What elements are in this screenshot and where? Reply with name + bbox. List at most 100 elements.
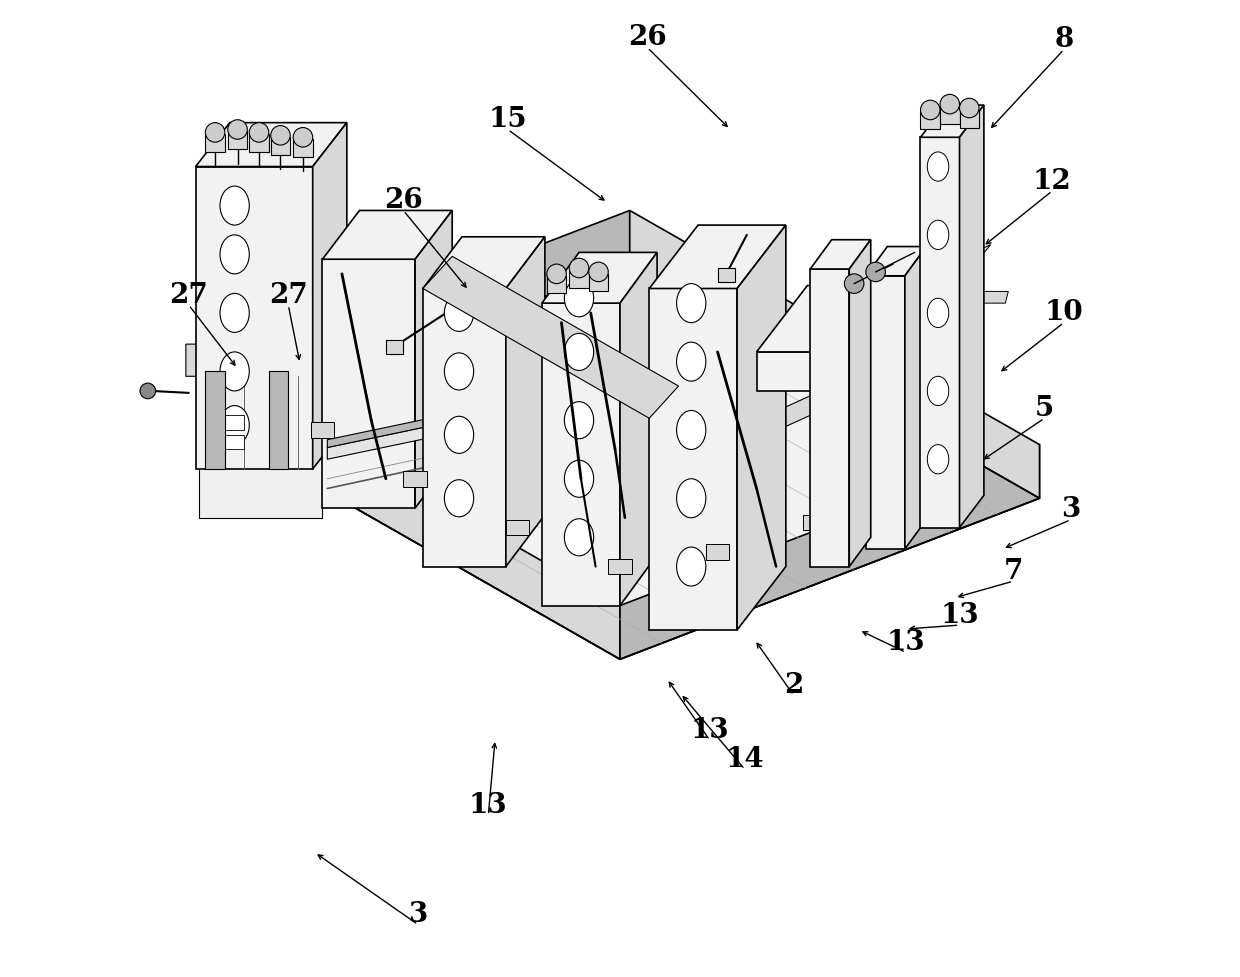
Polygon shape xyxy=(650,244,991,420)
Polygon shape xyxy=(312,123,347,469)
Ellipse shape xyxy=(928,376,949,405)
Text: 8: 8 xyxy=(1054,26,1074,53)
Ellipse shape xyxy=(677,410,706,449)
Polygon shape xyxy=(423,256,678,418)
Polygon shape xyxy=(960,106,983,528)
Circle shape xyxy=(960,99,980,118)
Polygon shape xyxy=(737,225,786,630)
Ellipse shape xyxy=(928,298,949,327)
Circle shape xyxy=(567,532,577,542)
Ellipse shape xyxy=(564,279,594,317)
Bar xyxy=(206,435,244,449)
Ellipse shape xyxy=(444,416,474,453)
Bar xyxy=(569,270,589,287)
Circle shape xyxy=(810,493,820,503)
Polygon shape xyxy=(918,285,968,391)
Circle shape xyxy=(940,95,960,114)
Bar xyxy=(892,481,915,496)
Text: 13: 13 xyxy=(887,629,925,657)
Ellipse shape xyxy=(444,294,474,331)
Text: 10: 10 xyxy=(1044,299,1084,326)
Polygon shape xyxy=(327,320,932,459)
Ellipse shape xyxy=(677,342,706,381)
Text: 13: 13 xyxy=(691,717,729,743)
Polygon shape xyxy=(810,269,849,567)
Text: 2: 2 xyxy=(784,672,804,700)
Circle shape xyxy=(140,383,155,399)
Circle shape xyxy=(713,513,723,523)
Bar xyxy=(609,559,631,574)
Ellipse shape xyxy=(928,151,949,181)
Polygon shape xyxy=(810,239,870,269)
Text: 14: 14 xyxy=(725,746,764,773)
Bar xyxy=(920,112,940,130)
Circle shape xyxy=(293,128,312,147)
Polygon shape xyxy=(198,459,322,518)
Ellipse shape xyxy=(928,220,949,249)
Text: 27: 27 xyxy=(170,281,208,309)
Bar xyxy=(506,520,529,535)
Polygon shape xyxy=(650,288,737,630)
Polygon shape xyxy=(866,246,926,276)
Ellipse shape xyxy=(564,460,594,497)
Polygon shape xyxy=(920,106,983,138)
Text: 15: 15 xyxy=(489,106,527,133)
Polygon shape xyxy=(211,264,1039,659)
Circle shape xyxy=(547,264,567,283)
Ellipse shape xyxy=(677,547,706,586)
Circle shape xyxy=(469,503,479,513)
Polygon shape xyxy=(317,418,345,430)
Polygon shape xyxy=(211,210,630,425)
Text: 27: 27 xyxy=(269,281,308,309)
Polygon shape xyxy=(196,166,312,469)
Polygon shape xyxy=(542,252,657,303)
Circle shape xyxy=(517,503,527,513)
Polygon shape xyxy=(756,352,918,391)
Bar xyxy=(940,106,960,124)
Bar xyxy=(960,110,980,128)
Circle shape xyxy=(859,484,869,493)
Polygon shape xyxy=(650,225,786,288)
Bar xyxy=(589,274,609,291)
Polygon shape xyxy=(269,371,288,469)
Circle shape xyxy=(589,262,609,281)
Ellipse shape xyxy=(219,293,249,332)
Bar xyxy=(718,268,735,281)
Bar xyxy=(293,140,312,156)
Circle shape xyxy=(615,523,625,532)
Bar xyxy=(228,132,247,149)
Ellipse shape xyxy=(219,352,249,391)
Text: 7: 7 xyxy=(1003,558,1023,585)
Bar xyxy=(206,415,244,430)
Circle shape xyxy=(663,532,673,542)
Polygon shape xyxy=(327,313,932,447)
Polygon shape xyxy=(423,288,506,567)
Polygon shape xyxy=(211,371,620,659)
Circle shape xyxy=(844,274,864,293)
Circle shape xyxy=(761,523,771,532)
Polygon shape xyxy=(866,276,905,549)
Text: 26: 26 xyxy=(627,24,667,51)
Polygon shape xyxy=(905,246,926,549)
Circle shape xyxy=(206,123,224,143)
Text: 3: 3 xyxy=(1061,496,1080,524)
Bar xyxy=(249,135,269,151)
Polygon shape xyxy=(650,322,971,488)
Ellipse shape xyxy=(564,333,594,370)
Polygon shape xyxy=(322,259,415,508)
Polygon shape xyxy=(322,210,453,259)
Ellipse shape xyxy=(677,283,706,322)
Ellipse shape xyxy=(219,234,249,274)
Polygon shape xyxy=(849,239,870,567)
Polygon shape xyxy=(206,369,233,381)
Ellipse shape xyxy=(444,480,474,517)
Ellipse shape xyxy=(564,519,594,556)
Bar xyxy=(311,422,334,438)
Text: 3: 3 xyxy=(408,902,428,928)
Ellipse shape xyxy=(219,186,249,225)
Polygon shape xyxy=(423,236,544,288)
Circle shape xyxy=(866,262,885,281)
Text: 26: 26 xyxy=(384,188,423,214)
Bar xyxy=(706,544,729,560)
Text: 13: 13 xyxy=(469,792,507,819)
